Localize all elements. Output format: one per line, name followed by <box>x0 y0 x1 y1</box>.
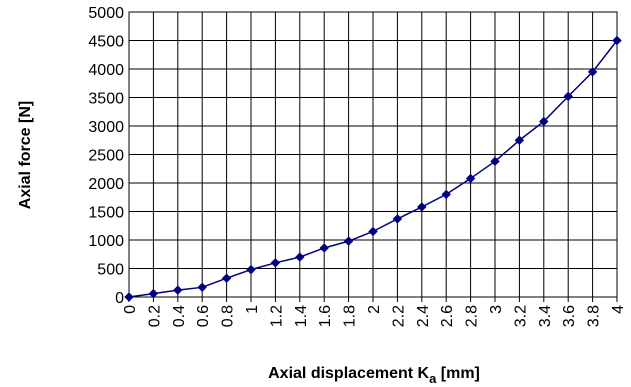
x-axis-title-unit: [mm] <box>436 365 480 382</box>
data-point <box>319 243 329 253</box>
data-point <box>563 91 573 102</box>
x-tick-label: 4 <box>610 305 627 314</box>
y-tick-label: 1500 <box>88 205 124 222</box>
y-tick-label: 500 <box>97 262 124 279</box>
plot-border <box>128 11 618 298</box>
data-point <box>612 35 622 46</box>
y-tick-label: 1000 <box>88 233 124 250</box>
data-point <box>221 273 232 283</box>
x-tick-label: 1.8 <box>342 305 359 327</box>
x-tick-labels: 0 0.2 0.4 0.6 0.8 1 1.2 1.4 1.6 1.8 2 2.2 2.4 2.6 2.8 3… <box>122 305 627 327</box>
x-tick-label: 1.2 <box>268 305 285 327</box>
x-tick-label: 0.4 <box>171 305 188 327</box>
x-tick-label: 3.8 <box>586 305 603 327</box>
data-point <box>417 202 427 212</box>
axes <box>128 11 618 302</box>
data-point <box>392 214 403 224</box>
y-tick-label: 5000 <box>88 5 124 22</box>
y-tick-label: 0 <box>115 290 124 307</box>
x-tick-label: 0.6 <box>195 305 212 327</box>
x-tick-label: 2.6 <box>439 305 456 327</box>
data-point <box>148 288 159 299</box>
series <box>124 35 622 302</box>
x-tick-label: 2 <box>366 305 383 314</box>
x-axis-title-main: Axial displacement K <box>268 365 429 382</box>
y-tick-label: 2500 <box>88 148 124 165</box>
data-point <box>587 67 598 77</box>
x-tick-label: 1.4 <box>293 305 310 327</box>
y-tick-label: 4000 <box>88 62 124 79</box>
data-point <box>197 282 207 293</box>
y-tick-label: 2000 <box>88 176 124 193</box>
data-point <box>490 156 500 167</box>
x-tick-label: 1 <box>244 305 261 314</box>
x-tick-label: 2.2 <box>390 305 407 327</box>
y-tick-labels: 0 500 1000 1500 2000 2500 3000 3500 4000 4500 5000 <box>88 5 124 307</box>
x-tick-label: 2.8 <box>464 305 481 327</box>
x-tick-label: 0.2 <box>146 305 163 327</box>
data-point <box>368 226 378 237</box>
x-tick-label: 3 <box>488 305 505 314</box>
x-tick-label: 3.2 <box>512 305 529 327</box>
x-tick-label: 0.8 <box>220 305 237 327</box>
y-tick-label: 3500 <box>88 91 124 108</box>
data-point <box>124 292 134 302</box>
x-axis-title: Axial displacement Ka [mm] <box>268 365 480 386</box>
x-tick-label: 2.4 <box>415 305 432 327</box>
data-point <box>539 116 549 127</box>
x-tick-label: 1.6 <box>317 305 334 327</box>
y-axis-title: Axial force [N] <box>17 101 34 209</box>
y-tick-label: 3000 <box>88 119 124 136</box>
data-point <box>270 258 281 268</box>
data-point <box>295 252 305 262</box>
gridlines <box>128 11 618 298</box>
data-point <box>246 264 256 275</box>
x-tick-label: 3.4 <box>537 305 554 327</box>
data-point <box>514 135 525 145</box>
x-tick-label: 3.6 <box>561 305 578 327</box>
data-point <box>343 236 354 246</box>
x-axis-title-subscript: a <box>429 371 437 386</box>
y-tick-label: 4500 <box>88 34 124 51</box>
x-tick-label: 0 <box>122 305 139 314</box>
data-point <box>465 173 476 184</box>
data-point <box>441 189 451 200</box>
data-point <box>173 285 183 295</box>
